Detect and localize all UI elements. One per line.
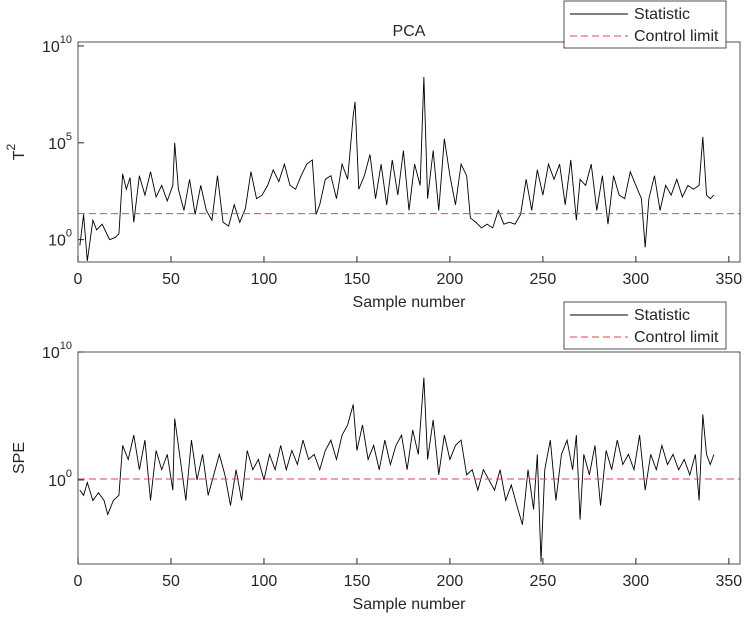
x-tick-label: 200 <box>437 573 464 590</box>
x-tick-label: 50 <box>162 271 180 288</box>
y-axis-label: SPE <box>11 442 28 474</box>
y-label-text: T <box>11 150 28 160</box>
tick-base: 10 <box>42 39 60 56</box>
chart-title: PCA <box>393 23 426 40</box>
tick-exponent: 10 <box>60 34 72 46</box>
axes-box <box>77 41 741 263</box>
statistic-line <box>79 377 715 562</box>
x-tick-label: 0 <box>74 271 83 288</box>
legend-box <box>563 301 727 350</box>
legend-label: Statistic <box>634 307 690 324</box>
tick-base: 10 <box>48 473 66 490</box>
x-tick-label: 150 <box>344 573 371 590</box>
statistic-line <box>79 76 715 262</box>
x-axis-label: Sample number <box>353 596 467 613</box>
legend-label: Control limit <box>634 329 719 346</box>
tick-exponent: 5 <box>66 131 72 143</box>
tick-base: 10 <box>48 233 66 250</box>
legend-label: Statistic <box>634 6 690 23</box>
x-tick-label: 200 <box>437 271 464 288</box>
tick-base: 10 <box>48 136 66 153</box>
legend-box <box>563 0 727 49</box>
y-tick-label: 1010 <box>42 340 72 362</box>
y-label-text: SPE <box>11 442 28 474</box>
plot-area <box>78 42 740 262</box>
x-tick-label: 350 <box>715 271 742 288</box>
axes-box <box>77 351 741 565</box>
y-tick-label: 1010 <box>42 34 72 56</box>
x-tick-label: 250 <box>530 573 557 590</box>
tick-exponent: 10 <box>60 340 72 352</box>
x-tick-label: 0 <box>74 573 83 590</box>
tick-exponent: 0 <box>66 468 72 480</box>
y-label-sup: 2 <box>4 143 18 150</box>
x-axis-label: Sample number <box>353 294 467 311</box>
x-tick-label: 150 <box>344 271 371 288</box>
x-tick-label: 50 <box>162 573 180 590</box>
x-tick-label: 100 <box>251 573 278 590</box>
x-tick-label: 100 <box>251 271 278 288</box>
y-tick-label: 100 <box>48 228 72 250</box>
tick-base: 10 <box>42 345 60 362</box>
x-tick-label: 350 <box>715 573 742 590</box>
legend-label: Control limit <box>634 28 719 45</box>
x-tick-label: 250 <box>530 271 557 288</box>
x-tick-label: 300 <box>623 271 650 288</box>
x-tick-label: 300 <box>623 573 650 590</box>
tick-exponent: 0 <box>66 228 72 240</box>
y-tick-label: 105 <box>48 131 72 153</box>
y-axis-label: T2 <box>4 143 28 160</box>
y-tick-label: 100 <box>48 468 72 490</box>
